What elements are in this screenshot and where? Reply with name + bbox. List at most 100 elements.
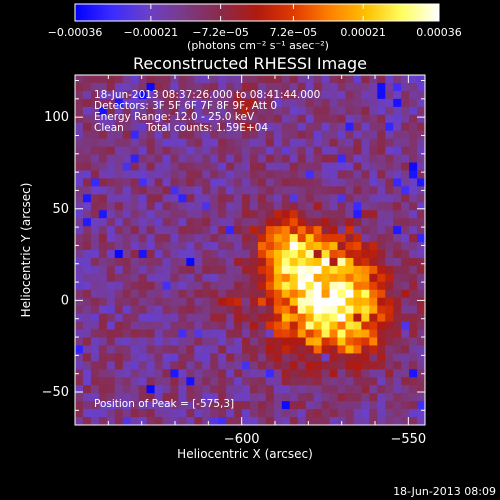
heatmap-cell bbox=[106, 361, 116, 370]
heatmap-cell bbox=[114, 242, 124, 251]
heatmap-cell bbox=[329, 265, 339, 275]
heatmap-cell bbox=[289, 98, 299, 108]
heatmap-cell bbox=[289, 75, 299, 84]
heatmap-cell bbox=[130, 401, 140, 410]
heatmap-cell bbox=[75, 114, 84, 124]
heatmap-cell bbox=[90, 313, 100, 323]
heatmap-cell bbox=[265, 130, 275, 140]
heatmap-cell bbox=[377, 170, 386, 179]
heatmap-cell bbox=[178, 409, 187, 418]
heatmap-cell bbox=[401, 130, 410, 140]
heatmap-cell bbox=[369, 393, 378, 402]
heatmap-cell bbox=[409, 273, 418, 283]
heatmap-cell bbox=[154, 178, 164, 187]
heatmap-cell bbox=[250, 353, 259, 362]
heatmap-cell bbox=[106, 385, 116, 394]
heatmap-cell bbox=[242, 257, 251, 267]
heatmap-cell bbox=[257, 202, 267, 211]
heatmap-cell bbox=[114, 377, 124, 386]
heatmap-cell bbox=[250, 265, 259, 275]
heatmap-cell bbox=[186, 234, 195, 243]
heatmap-cell bbox=[361, 289, 370, 299]
heatmap-cell bbox=[226, 401, 235, 410]
heatmap-cell bbox=[242, 146, 251, 156]
heatmap-cell bbox=[289, 393, 299, 402]
y-tick-label: 50 bbox=[52, 202, 69, 217]
heatmap-cell bbox=[106, 130, 116, 140]
heatmap-cell bbox=[114, 194, 124, 203]
heatmap-cell bbox=[361, 273, 370, 283]
heatmap-cell bbox=[210, 122, 219, 132]
heatmap-cell bbox=[305, 186, 315, 195]
heatmap-cell bbox=[321, 297, 331, 307]
heatmap-cell bbox=[297, 202, 307, 211]
heatmap-cell bbox=[377, 417, 386, 425]
heatmap-cell bbox=[353, 210, 362, 219]
heatmap-cell bbox=[114, 401, 124, 410]
heatmap-cell bbox=[186, 377, 195, 386]
heatmap-cell bbox=[202, 226, 211, 235]
heatmap-cell bbox=[361, 297, 370, 307]
heatmap-cell bbox=[194, 289, 203, 299]
heatmap-cell bbox=[82, 257, 92, 267]
heatmap-cell bbox=[321, 178, 331, 187]
heatmap-cell bbox=[305, 146, 315, 156]
heatmap-cell bbox=[170, 194, 179, 203]
heatmap-cell bbox=[146, 321, 156, 331]
heatmap-cell bbox=[218, 138, 227, 148]
heatmap-cell bbox=[146, 82, 156, 92]
heatmap-cell bbox=[377, 409, 386, 418]
heatmap-cell bbox=[353, 417, 362, 425]
heatmap-cell bbox=[90, 385, 100, 394]
heatmap-cell bbox=[273, 273, 283, 283]
heatmap-cell bbox=[114, 361, 124, 370]
heatmap-cell bbox=[385, 385, 394, 394]
heatmap-cell bbox=[265, 337, 275, 347]
heatmap-cell bbox=[194, 162, 203, 172]
heatmap-cell bbox=[98, 178, 108, 187]
heatmap-cell bbox=[226, 122, 235, 132]
heatmap-cell bbox=[162, 218, 172, 227]
heatmap-cell bbox=[401, 226, 410, 235]
heatmap-cell bbox=[90, 98, 100, 108]
heatmap-cell bbox=[98, 313, 108, 323]
heatmap-cell bbox=[162, 305, 172, 315]
heatmap-cell bbox=[321, 90, 331, 100]
heatmap-cell bbox=[186, 250, 195, 259]
heatmap-cell bbox=[202, 82, 211, 92]
heatmap-cell bbox=[82, 409, 92, 418]
heatmap-cell bbox=[345, 82, 354, 92]
heatmap-cell bbox=[369, 114, 378, 124]
heatmap-cell bbox=[146, 234, 156, 243]
heatmap-cell bbox=[226, 194, 235, 203]
heatmap-cell bbox=[329, 178, 339, 187]
heatmap-cell bbox=[257, 122, 267, 132]
heatmap-cell bbox=[337, 194, 347, 203]
heatmap-cell bbox=[297, 186, 307, 195]
heatmap-cell bbox=[409, 257, 418, 267]
heatmap-cell bbox=[154, 130, 164, 140]
heatmap-cell bbox=[409, 154, 418, 164]
heatmap-cell bbox=[138, 90, 148, 100]
heatmap-cell bbox=[194, 250, 203, 259]
heatmap-cell bbox=[194, 281, 203, 291]
heatmap-cell bbox=[337, 162, 347, 172]
heatmap-cell bbox=[170, 90, 179, 100]
heatmap-cell bbox=[242, 361, 251, 370]
heatmap-cell bbox=[393, 385, 402, 394]
heatmap-cell bbox=[146, 305, 156, 315]
heatmap-cell bbox=[226, 75, 235, 84]
heatmap-cell bbox=[106, 226, 116, 235]
heatmap-cell bbox=[393, 170, 402, 179]
heatmap-cell bbox=[210, 82, 219, 92]
heatmap-cell bbox=[234, 75, 243, 84]
heatmap-cell bbox=[218, 226, 227, 235]
heatmap-cell bbox=[138, 170, 148, 179]
heatmap-cell bbox=[250, 90, 259, 100]
heatmap-cell bbox=[369, 146, 378, 156]
heatmap-cell bbox=[170, 226, 179, 235]
heatmap-cell bbox=[90, 257, 100, 267]
heatmap-cell bbox=[194, 138, 203, 148]
heatmap-cell bbox=[234, 234, 243, 243]
